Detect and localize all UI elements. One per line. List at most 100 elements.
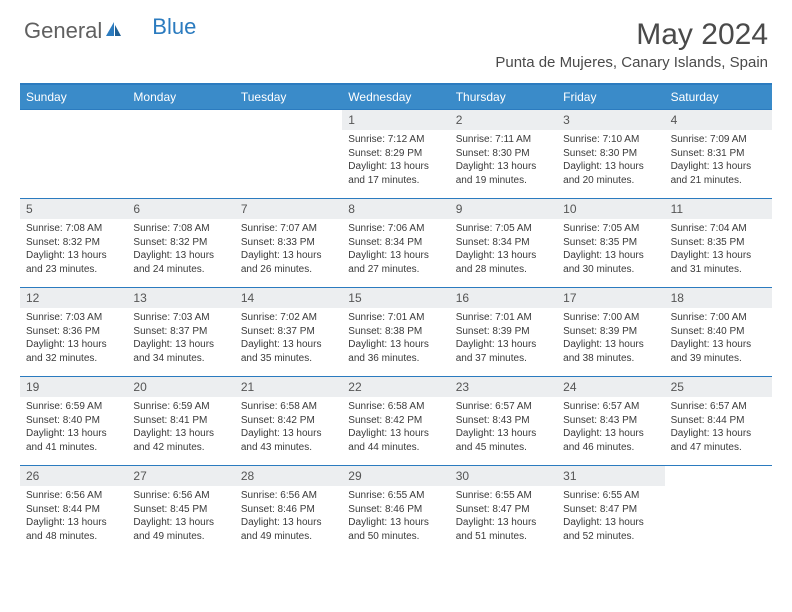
day-details: Sunrise: 7:05 AMSunset: 8:35 PMDaylight:…: [557, 219, 664, 280]
calendar-cell: 21Sunrise: 6:58 AMSunset: 8:42 PMDayligh…: [235, 377, 342, 465]
sunset-text: Sunset: 8:37 PM: [133, 325, 228, 339]
sunrise-text: Sunrise: 7:05 AM: [563, 222, 658, 236]
sunset-text: Sunset: 8:35 PM: [671, 236, 766, 250]
day-details: Sunrise: 6:59 AMSunset: 8:41 PMDaylight:…: [127, 397, 234, 458]
sunset-text: Sunset: 8:36 PM: [26, 325, 121, 339]
day-details: Sunrise: 7:12 AMSunset: 8:29 PMDaylight:…: [342, 130, 449, 191]
sunrise-text: Sunrise: 6:59 AM: [133, 400, 228, 414]
sunrise-text: Sunrise: 6:57 AM: [456, 400, 551, 414]
daylight-text: Daylight: 13 hours: [563, 249, 658, 263]
day-number: 14: [235, 288, 342, 308]
daylight-text: Daylight: 13 hours: [241, 516, 336, 530]
daylight-text-2: and 51 minutes.: [456, 530, 551, 544]
daylight-text: Daylight: 13 hours: [348, 338, 443, 352]
sunset-text: Sunset: 8:39 PM: [456, 325, 551, 339]
daylight-text-2: and 38 minutes.: [563, 352, 658, 366]
calendar-cell: 4Sunrise: 7:09 AMSunset: 8:31 PMDaylight…: [665, 110, 772, 198]
day-number: [20, 110, 127, 129]
sunset-text: Sunset: 8:43 PM: [456, 414, 551, 428]
calendar-cell: 12Sunrise: 7:03 AMSunset: 8:36 PMDayligh…: [20, 288, 127, 376]
sunrise-text: Sunrise: 7:11 AM: [456, 133, 551, 147]
sunset-text: Sunset: 8:40 PM: [26, 414, 121, 428]
day-details: Sunrise: 6:56 AMSunset: 8:46 PMDaylight:…: [235, 486, 342, 547]
sunrise-text: Sunrise: 6:56 AM: [26, 489, 121, 503]
day-number: 30: [450, 466, 557, 486]
sunset-text: Sunset: 8:42 PM: [348, 414, 443, 428]
day-details: Sunrise: 6:58 AMSunset: 8:42 PMDaylight:…: [235, 397, 342, 458]
daylight-text-2: and 44 minutes.: [348, 441, 443, 455]
day-number: 2: [450, 110, 557, 130]
sunrise-text: Sunrise: 7:04 AM: [671, 222, 766, 236]
sunset-text: Sunset: 8:44 PM: [26, 503, 121, 517]
daylight-text-2: and 45 minutes.: [456, 441, 551, 455]
sunset-text: Sunset: 8:29 PM: [348, 147, 443, 161]
daylight-text-2: and 36 minutes.: [348, 352, 443, 366]
day-details: Sunrise: 6:55 AMSunset: 8:47 PMDaylight:…: [450, 486, 557, 547]
sunset-text: Sunset: 8:42 PM: [241, 414, 336, 428]
calendar-cell: 14Sunrise: 7:02 AMSunset: 8:37 PMDayligh…: [235, 288, 342, 376]
daylight-text-2: and 47 minutes.: [671, 441, 766, 455]
day-details: Sunrise: 7:00 AMSunset: 8:39 PMDaylight:…: [557, 308, 664, 369]
sunset-text: Sunset: 8:30 PM: [563, 147, 658, 161]
logo-text-2: Blue: [152, 14, 196, 40]
daylight-text-2: and 39 minutes.: [671, 352, 766, 366]
sunset-text: Sunset: 8:40 PM: [671, 325, 766, 339]
calendar-cell: 29Sunrise: 6:55 AMSunset: 8:46 PMDayligh…: [342, 466, 449, 554]
sunrise-text: Sunrise: 7:00 AM: [563, 311, 658, 325]
day-number: 26: [20, 466, 127, 486]
sunrise-text: Sunrise: 7:09 AM: [671, 133, 766, 147]
daylight-text-2: and 24 minutes.: [133, 263, 228, 277]
day-number: 16: [450, 288, 557, 308]
daylight-text-2: and 20 minutes.: [563, 174, 658, 188]
sunrise-text: Sunrise: 7:06 AM: [348, 222, 443, 236]
sunset-text: Sunset: 8:34 PM: [348, 236, 443, 250]
daylight-text: Daylight: 13 hours: [26, 249, 121, 263]
day-details: Sunrise: 7:00 AMSunset: 8:40 PMDaylight:…: [665, 308, 772, 369]
day-number: 20: [127, 377, 234, 397]
day-details: Sunrise: 7:03 AMSunset: 8:37 PMDaylight:…: [127, 308, 234, 369]
day-details: Sunrise: 7:08 AMSunset: 8:32 PMDaylight:…: [20, 219, 127, 280]
calendar-cell: 20Sunrise: 6:59 AMSunset: 8:41 PMDayligh…: [127, 377, 234, 465]
day-header: Wednesday: [342, 85, 449, 109]
daylight-text-2: and 48 minutes.: [26, 530, 121, 544]
daylight-text: Daylight: 13 hours: [348, 427, 443, 441]
day-number: 23: [450, 377, 557, 397]
day-header: Saturday: [665, 85, 772, 109]
daylight-text-2: and 31 minutes.: [671, 263, 766, 277]
calendar: Sunday Monday Tuesday Wednesday Thursday…: [20, 83, 772, 554]
calendar-cell: [665, 466, 772, 554]
daylight-text: Daylight: 13 hours: [671, 338, 766, 352]
daylight-text: Daylight: 13 hours: [348, 249, 443, 263]
day-details: Sunrise: 7:09 AMSunset: 8:31 PMDaylight:…: [665, 130, 772, 191]
sunrise-text: Sunrise: 6:55 AM: [456, 489, 551, 503]
sunset-text: Sunset: 8:32 PM: [26, 236, 121, 250]
sunset-text: Sunset: 8:30 PM: [456, 147, 551, 161]
calendar-cell: 15Sunrise: 7:01 AMSunset: 8:38 PMDayligh…: [342, 288, 449, 376]
calendar-cell: 24Sunrise: 6:57 AMSunset: 8:43 PMDayligh…: [557, 377, 664, 465]
day-number: 8: [342, 199, 449, 219]
day-number: 5: [20, 199, 127, 219]
calendar-cell: 1Sunrise: 7:12 AMSunset: 8:29 PMDaylight…: [342, 110, 449, 198]
sunrise-text: Sunrise: 7:00 AM: [671, 311, 766, 325]
sunset-text: Sunset: 8:45 PM: [133, 503, 228, 517]
day-number: 31: [557, 466, 664, 486]
day-details: Sunrise: 6:56 AMSunset: 8:45 PMDaylight:…: [127, 486, 234, 547]
sunrise-text: Sunrise: 7:10 AM: [563, 133, 658, 147]
sunrise-text: Sunrise: 7:03 AM: [26, 311, 121, 325]
day-number: 29: [342, 466, 449, 486]
daylight-text: Daylight: 13 hours: [348, 516, 443, 530]
day-number: 9: [450, 199, 557, 219]
sunset-text: Sunset: 8:41 PM: [133, 414, 228, 428]
sunrise-text: Sunrise: 7:08 AM: [133, 222, 228, 236]
day-details: Sunrise: 6:55 AMSunset: 8:47 PMDaylight:…: [557, 486, 664, 547]
daylight-text: Daylight: 13 hours: [26, 427, 121, 441]
sunset-text: Sunset: 8:34 PM: [456, 236, 551, 250]
day-number: 6: [127, 199, 234, 219]
day-header-row: Sunday Monday Tuesday Wednesday Thursday…: [20, 85, 772, 109]
calendar-cell: 6Sunrise: 7:08 AMSunset: 8:32 PMDaylight…: [127, 199, 234, 287]
day-details: Sunrise: 7:01 AMSunset: 8:38 PMDaylight:…: [342, 308, 449, 369]
day-number: 28: [235, 466, 342, 486]
sunrise-text: Sunrise: 7:07 AM: [241, 222, 336, 236]
daylight-text-2: and 42 minutes.: [133, 441, 228, 455]
sunset-text: Sunset: 8:33 PM: [241, 236, 336, 250]
